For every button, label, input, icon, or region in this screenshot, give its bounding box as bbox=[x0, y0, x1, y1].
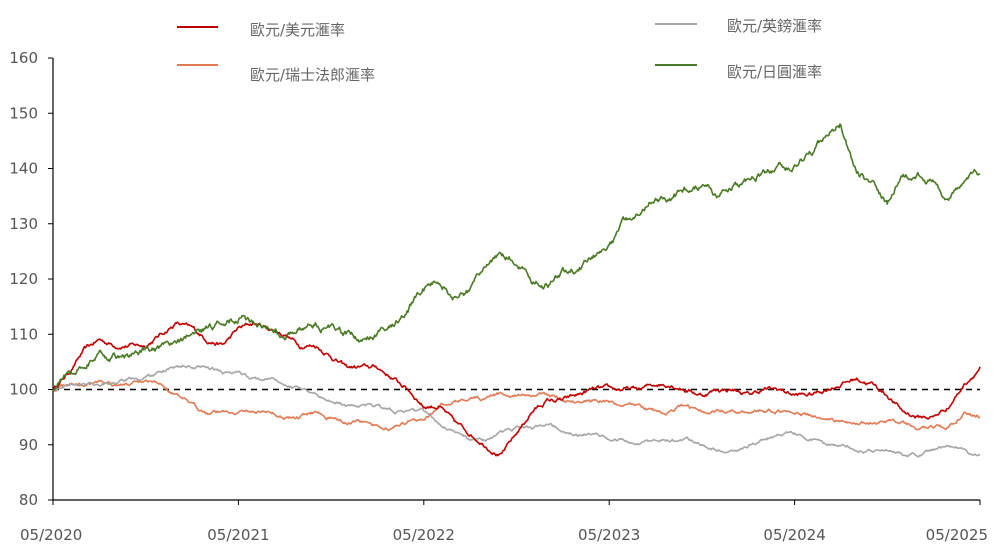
legend-label-eurgbp: 歐元/英鎊滙率 bbox=[727, 17, 822, 35]
legend-item-eurgbp: 歐元/英鎊滙率 bbox=[655, 17, 822, 35]
legend-item-eurusd: 歐元/美元滙率 bbox=[177, 21, 345, 39]
series-line-eurgbp bbox=[52, 364, 981, 458]
x-tick-label: 05/2024 bbox=[763, 526, 825, 544]
y-tick-label: 90 bbox=[19, 436, 38, 454]
y-tick-label: 110 bbox=[9, 325, 38, 343]
legend-item-eurchf: 歐元/瑞士法郎滙率 bbox=[177, 64, 375, 84]
series-line-eurusd bbox=[52, 321, 981, 457]
legend-label-eurusd: 歐元/美元滙率 bbox=[250, 21, 345, 39]
x-tick-label: 05/2022 bbox=[393, 526, 455, 544]
x-tick-label: 05/2023 bbox=[578, 526, 640, 544]
legend-label-eurjpy: 歐元/日圓滙率 bbox=[727, 63, 822, 81]
x-axis: 05/2020 05/2021 05/2022 05/2023 05/2024 05/20… bbox=[20, 499, 988, 544]
y-tick-label: 100 bbox=[9, 381, 38, 399]
legend-item-eurjpy: 歐元/日圓滙率 bbox=[655, 63, 822, 81]
x-tick-label: 05/2021 bbox=[207, 526, 269, 544]
legend-label-eurchf: 歐元/瑞士法郎滙率 bbox=[250, 66, 375, 84]
y-tick-label: 130 bbox=[9, 215, 38, 233]
x-tick-label: 05/2025 bbox=[926, 526, 988, 544]
y-tick-label: 150 bbox=[9, 104, 38, 122]
series-line-eurchf bbox=[52, 379, 981, 432]
x-tick-label: 05/2020 bbox=[20, 526, 82, 544]
y-tick-label: 80 bbox=[19, 491, 38, 509]
y-axis: 80 90 100 110 120 130 140 150 160 bbox=[9, 49, 54, 509]
series-line-eurjpy bbox=[52, 123, 981, 392]
series-lines bbox=[52, 123, 981, 458]
y-tick-label: 160 bbox=[9, 49, 38, 67]
legend: 歐元/美元滙率 歐元/瑞士法郎滙率 歐元/英鎊滙率 歐元/日圓滙率 bbox=[177, 17, 822, 84]
y-tick-label: 120 bbox=[9, 270, 38, 288]
y-tick-label: 140 bbox=[9, 160, 38, 178]
